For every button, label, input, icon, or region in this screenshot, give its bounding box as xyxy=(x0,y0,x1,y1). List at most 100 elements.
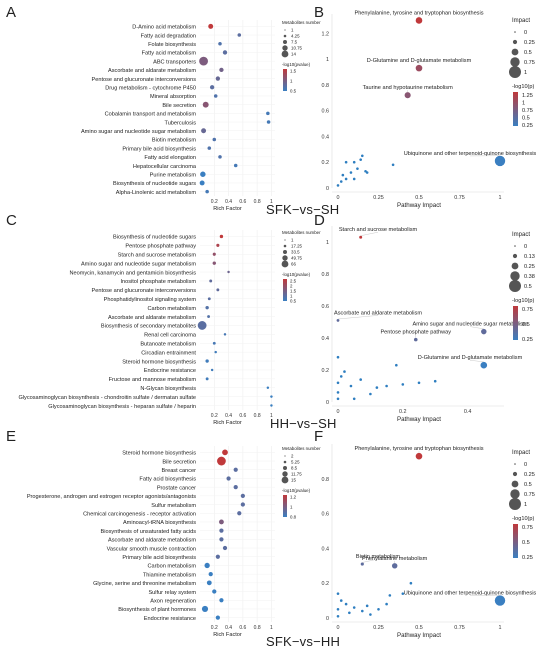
category-label: Steroid hormone biosynthesis xyxy=(122,359,196,365)
size-legend-label: 8.5 xyxy=(291,466,298,471)
enrichment-bubble xyxy=(266,386,270,389)
category-label: Fatty acid biosynthesis xyxy=(139,477,196,483)
label-leader-line xyxy=(337,315,379,320)
enrichment-bubble xyxy=(222,545,228,551)
pathway-point xyxy=(377,608,380,611)
enrichment-bubble xyxy=(205,359,209,363)
color-legend-label: 1.5 xyxy=(290,69,297,74)
pathway-bubble xyxy=(360,562,364,566)
panel-label-e: E xyxy=(6,428,17,445)
pathway-point xyxy=(356,167,359,170)
pathway-label: Taurine and hypotaurine metabolism xyxy=(363,85,454,91)
pathway-point xyxy=(339,599,343,602)
pathway-label: Ubiquinone and other terpenoid-quinone b… xyxy=(404,591,537,597)
size-legend-dot xyxy=(282,471,288,477)
impact-legend-label: 0 xyxy=(524,462,527,468)
category-label: Cobalamin transport and metabolism xyxy=(105,112,197,118)
enrichment-bubble xyxy=(201,605,209,613)
pathway-point xyxy=(344,160,348,164)
color-legend-label: 0.75 xyxy=(522,525,533,531)
color-legend-label: 0.75 xyxy=(522,108,533,114)
enrichment-bubble xyxy=(216,288,220,292)
x-tick-label: 0.25 xyxy=(373,195,384,201)
pathway-point xyxy=(348,611,351,615)
size-legend-dot xyxy=(283,244,287,248)
enrichment-bubble xyxy=(209,279,213,283)
pathway-point xyxy=(385,384,388,388)
pathway-label: Biotin metabolism xyxy=(356,554,400,560)
y-tick-label: 0.6 xyxy=(322,109,330,115)
x-tick-label: 1 xyxy=(270,199,273,205)
category-label: Circadian entrainment xyxy=(141,350,196,356)
color-legend-label: 0.5 xyxy=(290,89,297,94)
impact-legend-label: 0.5 xyxy=(524,50,532,56)
impact-legend-dot xyxy=(510,271,520,281)
impact-legend-label: 1 xyxy=(524,70,527,76)
pathway-point xyxy=(391,163,395,167)
y-tick-label: 0.4 xyxy=(322,546,330,552)
label-leader-line xyxy=(469,360,484,363)
size-legend-dot xyxy=(284,29,286,31)
impact-legend-label: 1 xyxy=(524,502,527,508)
enrichment-bubble xyxy=(205,377,209,381)
color-legend-title: -log10(pvalue) xyxy=(282,272,311,277)
color-legend-bar xyxy=(513,306,518,340)
category-label: Renal cell carcinoma xyxy=(144,333,197,339)
impact-legend-label: 0.38 xyxy=(524,274,535,280)
enrichment-bubble xyxy=(205,189,209,194)
impact-legend-dot xyxy=(514,463,516,465)
category-label: Chemical carcinogenesis - receptor activ… xyxy=(83,511,196,517)
comparison-label-1: SFK−vs−SH xyxy=(266,202,340,217)
category-label: Alpha-Linolenic acid metabolism xyxy=(116,190,197,196)
x-tick-label: 1 xyxy=(270,625,273,631)
pathway-label: Phenylalanine, tyrosine and tryptophan b… xyxy=(354,446,483,452)
x-axis-label: Rich Factor xyxy=(213,632,242,638)
x-tick-label: 0.75 xyxy=(454,625,465,631)
enrichment-bubble xyxy=(219,234,224,239)
size-legend-label: 2 xyxy=(291,454,294,459)
enrichment-bubble xyxy=(215,76,221,81)
category-label: Fatty acid elongation xyxy=(144,155,196,161)
x-tick-label: 0 xyxy=(337,195,340,201)
impact-legend-label: 0.75 xyxy=(524,60,535,66)
size-legend-dot xyxy=(283,34,287,38)
impact-legend-dot xyxy=(512,39,518,45)
category-label: Steroid hormone biosynthesis xyxy=(122,451,196,457)
pathway-bubble xyxy=(480,361,488,369)
y-tick-label: 0 xyxy=(326,616,329,622)
color-legend-label: 0.5 xyxy=(522,322,530,328)
y-tick-label: 1 xyxy=(326,57,329,63)
enrichment-bubble xyxy=(208,572,213,577)
pathway-point xyxy=(433,379,437,383)
y-tick-label: 0.8 xyxy=(322,83,330,89)
pathway-point xyxy=(336,397,340,401)
category-label: Pentose and glucuronate interconversions xyxy=(92,77,197,83)
color-legend-label: 0.25 xyxy=(522,123,533,129)
enrichment-bubble xyxy=(237,511,242,516)
pathway-point xyxy=(352,397,356,401)
category-label: Sulfur metabolism xyxy=(151,503,196,509)
impact-legend-label: 0.5 xyxy=(524,284,532,290)
pathway-bubble xyxy=(415,64,423,72)
category-label: Ascorbate and aldarate metabolism xyxy=(108,68,196,74)
pathway-bubble xyxy=(359,235,363,239)
impact-legend-label: 0.25 xyxy=(524,40,535,46)
x-axis-label: Rich Factor xyxy=(213,206,242,212)
x-tick-label: 0.5 xyxy=(415,625,423,631)
pathway-label: D-Glutamine and D-glutamate metabolism xyxy=(418,355,523,361)
x-tick-label: 0.8 xyxy=(254,625,261,631)
color-legend-title: -log10(pvalue) xyxy=(282,488,311,493)
enrichment-bubble xyxy=(215,554,220,559)
color-legend-label: 0.25 xyxy=(522,555,533,561)
category-label: Pentose and glucuronate interconversions xyxy=(92,288,197,294)
pathway-point xyxy=(375,386,379,389)
impact-legend-dot xyxy=(509,66,521,78)
color-legend-title: -log10(p) xyxy=(512,84,535,90)
enrichment-bubble xyxy=(215,615,220,620)
color-legend-label: 1 xyxy=(290,505,293,510)
pathway-label: Starch and sucrose metabolism xyxy=(339,227,418,233)
y-tick-label: 0.6 xyxy=(322,304,330,310)
impact-legend-label: 0.25 xyxy=(524,264,535,270)
pathway-point xyxy=(352,160,356,164)
